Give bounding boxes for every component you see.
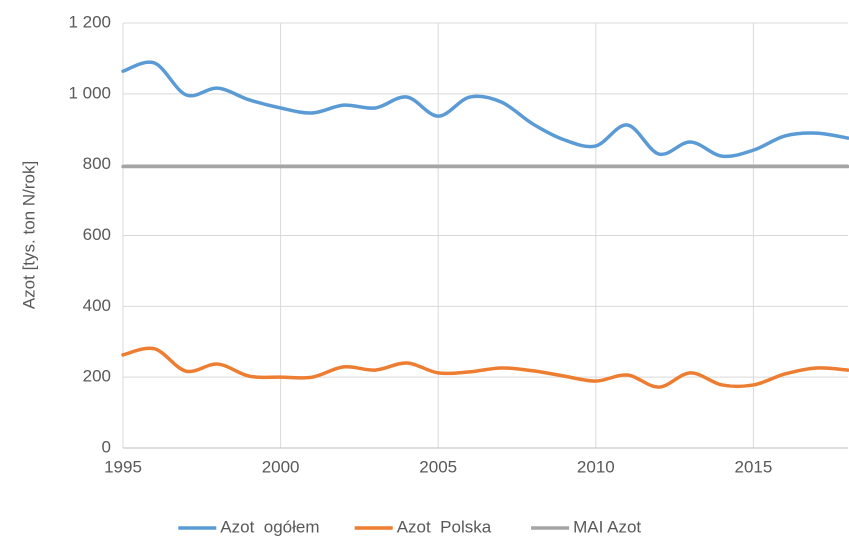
line-series <box>121 346 849 389</box>
x-tick-label: 2005 <box>419 457 457 476</box>
legend-label: Azot Polska <box>397 517 492 536</box>
y-tick-label: 600 <box>83 225 111 244</box>
y-tick-label: 800 <box>83 154 111 173</box>
line-series <box>121 60 849 159</box>
y-tick-label: 400 <box>83 296 111 315</box>
y-tick-label: 1 000 <box>68 83 111 102</box>
x-tick-label: 1995 <box>104 457 142 476</box>
x-tick-label: 2010 <box>577 457 615 476</box>
x-tick-label: 2000 <box>262 457 300 476</box>
legend-label: Azot ogółem <box>220 517 319 536</box>
y-axis-label: Azot [tys. ton N/rok] <box>19 161 38 309</box>
y-tick-label: 1 200 <box>68 12 111 31</box>
y-tick-label: 200 <box>83 367 111 386</box>
legend-label: MAI Azot <box>573 517 641 536</box>
y-tick-label: 0 <box>102 437 111 456</box>
x-tick-label: 2015 <box>735 457 773 476</box>
